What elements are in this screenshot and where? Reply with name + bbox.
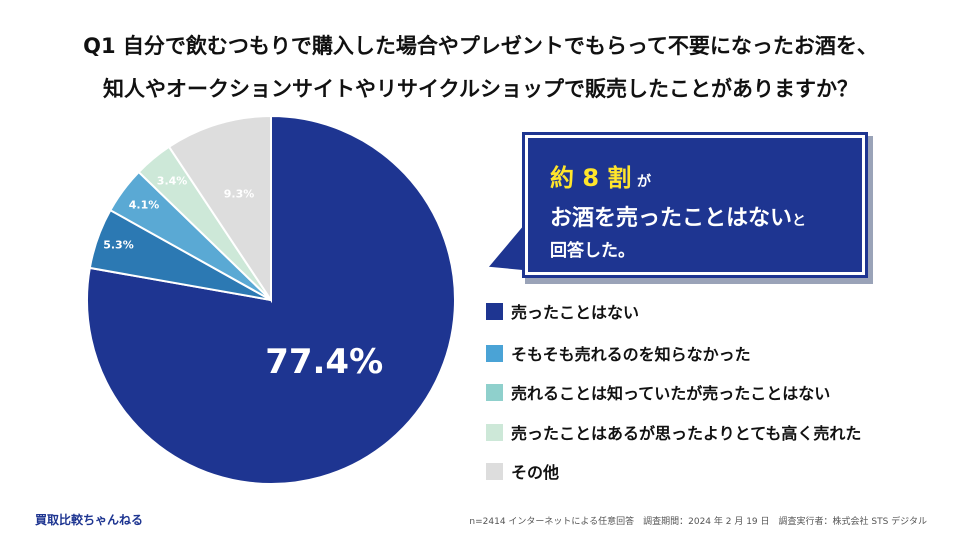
pie-slice (86, 114, 456, 485)
legend-item: 売れることは知っていたが売ったことはない (486, 380, 830, 404)
legend-swatch (486, 302, 503, 320)
legend-swatch (486, 344, 503, 362)
legend-item: 売ったことはあるが思ったよりとても高く売れた (486, 420, 861, 444)
legend-label: 売ったことはあるが思ったよりとても高く売れた (511, 424, 862, 443)
chart-title-line-1: Q1 自分で飲むつもりで購入した場合やプレゼントでもらって不要になったお酒を、 (83, 34, 878, 58)
slice-label: 9.3% (224, 187, 255, 200)
survey-note: n=2414 インターネットによる任意回答 調査期間：2024 年 2 月 19… (469, 517, 927, 527)
callout-suffix-1: が (637, 174, 651, 190)
legend-item: その他 (486, 459, 559, 483)
callout-highlight: 約 8 割 (550, 164, 632, 192)
callout-suffix-2: と (792, 213, 807, 229)
legend-swatch (486, 383, 503, 401)
callout-line-3: 回答した。 (550, 241, 635, 261)
legend-item: そもそも売れるのを知らなかった (486, 341, 751, 365)
legend-label: 売ったことはない (511, 303, 640, 322)
slice-label: 77.4% (265, 342, 383, 382)
legend-label: そもそも売れるのを知らなかった (511, 345, 751, 364)
legend-label: 売れることは知っていたが売ったことはない (511, 384, 831, 403)
brand-name: 買取比較ちゃんねる (35, 513, 144, 527)
legend-label: その他 (511, 463, 560, 482)
legend-swatch (486, 423, 503, 441)
callout-main-text: お酒を売ったことはない (550, 206, 793, 231)
legend-item: 売ったことはない (486, 299, 639, 323)
callout-pointer (483, 213, 530, 274)
chart-title-line-2: 知人やオークションサイトやリサイクルショップで販売したことがありますか？ (103, 77, 858, 101)
pie-slice (167, 114, 272, 304)
slice-label: 4.1% (129, 199, 160, 212)
callout-box: 約 8 割 が お酒を売ったことはないと 回答した。 (525, 135, 865, 275)
legend-swatch (486, 462, 503, 480)
slice-label: 3.4% (157, 174, 188, 187)
slice-label: 5.3% (103, 239, 134, 252)
